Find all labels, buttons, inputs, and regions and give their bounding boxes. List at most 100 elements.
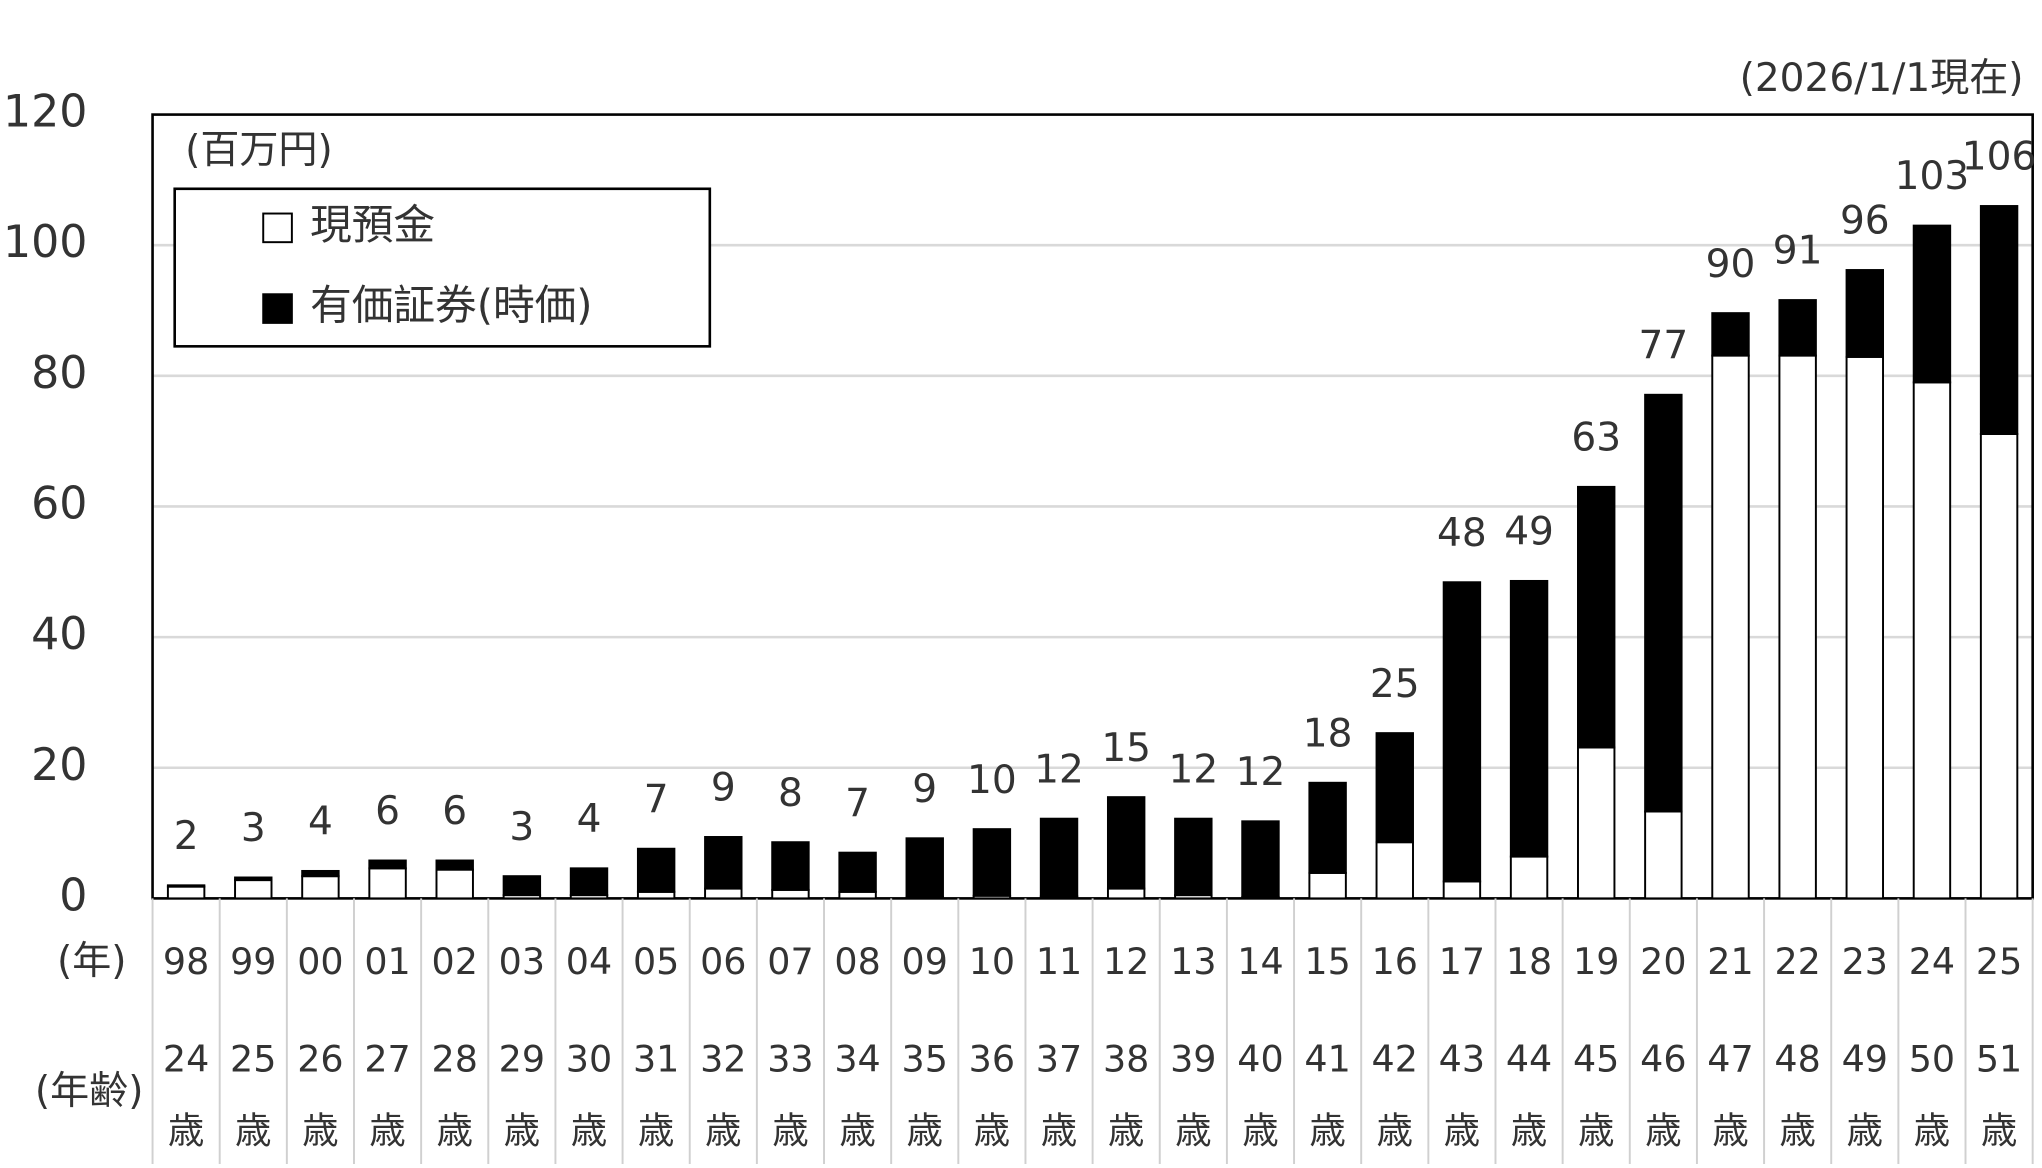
age-cell: 46歳 bbox=[1640, 1038, 1686, 1153]
total-label: 10 bbox=[967, 758, 1017, 803]
age-cell: 38歳 bbox=[1102, 1037, 1150, 1153]
y-tick-label: 60 bbox=[31, 478, 87, 529]
x-tick-label: 24 bbox=[1909, 940, 1955, 983]
age-label: 47歳 bbox=[1707, 1037, 1754, 1153]
age-cell: 37歳 bbox=[1035, 1037, 1083, 1153]
x-tick-label: 13 bbox=[1170, 940, 1216, 983]
bar-segment bbox=[1509, 579, 1549, 858]
total-label: 6 bbox=[442, 789, 467, 834]
age-cell: 33歳 bbox=[767, 1037, 814, 1153]
total-label: 2 bbox=[174, 814, 199, 859]
bar-segment bbox=[771, 841, 810, 891]
age-label: 26歳 bbox=[297, 1037, 344, 1153]
bar-segment bbox=[234, 876, 273, 882]
age-label: 28歳 bbox=[431, 1037, 478, 1153]
x-tick-label: 02 bbox=[432, 940, 478, 983]
total-label: 7 bbox=[845, 781, 870, 826]
total-label: 48 bbox=[1437, 511, 1487, 556]
bar-segment bbox=[1241, 820, 1280, 899]
total-label: 9 bbox=[912, 767, 937, 812]
x-tick-label: 08 bbox=[834, 940, 880, 983]
age-label: 24歳 bbox=[162, 1037, 210, 1153]
age-label: 37歳 bbox=[1035, 1037, 1083, 1153]
age-cell: 31歳 bbox=[633, 1038, 679, 1153]
legend-swatch bbox=[262, 212, 293, 244]
age-cell: 24歳 bbox=[162, 1037, 210, 1153]
age-cell: 45歳 bbox=[1573, 1038, 1619, 1153]
y-tick-label: 100 bbox=[3, 217, 87, 268]
x-tick-label: 19 bbox=[1573, 940, 1619, 983]
x-tick-label: 20 bbox=[1640, 940, 1686, 983]
age-label: 32歳 bbox=[700, 1037, 747, 1153]
bar-segment bbox=[1106, 796, 1146, 890]
age-cell: 35歳 bbox=[902, 1038, 948, 1153]
total-label: 12 bbox=[1034, 747, 1084, 792]
x-tick-label: 03 bbox=[499, 940, 545, 983]
age-cell: 32歳 bbox=[700, 1037, 747, 1153]
bar-segment bbox=[1979, 205, 2019, 435]
y-tick-label: 40 bbox=[31, 609, 87, 660]
bar-segment bbox=[301, 869, 340, 878]
x-tick-label: 18 bbox=[1506, 940, 1552, 983]
bar-segment bbox=[1442, 880, 1482, 900]
x-tick-label: 10 bbox=[969, 940, 1015, 983]
y-tick-label: 80 bbox=[31, 348, 87, 399]
bar-segment bbox=[435, 859, 474, 871]
age-cell: 30歳 bbox=[565, 1037, 613, 1153]
x-tick-label: 09 bbox=[902, 940, 948, 983]
bar-segment bbox=[1845, 269, 1885, 358]
bar-segment bbox=[636, 847, 676, 893]
unit-label: (百万円) bbox=[185, 128, 333, 173]
bar-segment bbox=[771, 888, 810, 900]
bar-segment bbox=[704, 887, 743, 900]
age-cell: 28歳 bbox=[431, 1037, 478, 1153]
x-tick-label: 17 bbox=[1439, 940, 1485, 983]
age-label: 51歳 bbox=[1975, 1037, 2023, 1153]
x-tick-label: 06 bbox=[700, 940, 746, 983]
x-tick-label: 23 bbox=[1842, 940, 1888, 983]
age-cell: 39歳 bbox=[1170, 1038, 1216, 1153]
age-label: 34歳 bbox=[834, 1037, 881, 1153]
age-cell: 26歳 bbox=[297, 1037, 344, 1153]
age-label: 30歳 bbox=[565, 1037, 613, 1153]
bar-segment bbox=[1174, 817, 1213, 897]
age-label: 50歳 bbox=[1908, 1037, 1956, 1153]
total-label: 90 bbox=[1706, 242, 1756, 287]
age-label: 44歳 bbox=[1505, 1037, 1553, 1153]
x-tick-label: 12 bbox=[1103, 940, 1149, 983]
total-label: 9 bbox=[711, 766, 736, 811]
bar-segment bbox=[636, 890, 676, 900]
total-label: 103 bbox=[1895, 154, 1970, 199]
total-label: 3 bbox=[241, 806, 266, 851]
bar-segment bbox=[368, 867, 407, 900]
bar-segment bbox=[1509, 855, 1549, 900]
bar-segment bbox=[435, 868, 474, 900]
legend-swatch bbox=[262, 293, 293, 324]
bar-segment bbox=[1979, 433, 2019, 900]
age-label: 38歳 bbox=[1102, 1037, 1150, 1153]
bar-segment bbox=[1644, 393, 1683, 813]
age-cell: 41歳 bbox=[1304, 1038, 1350, 1153]
bar-segment bbox=[1845, 355, 1885, 900]
x-tick-label: 98 bbox=[163, 940, 209, 983]
total-label: 77 bbox=[1639, 323, 1689, 368]
age-label: 48歳 bbox=[1774, 1037, 1821, 1153]
age-cell: 50歳 bbox=[1908, 1037, 1956, 1153]
x-tick-label: 11 bbox=[1036, 940, 1082, 983]
bar-segment bbox=[704, 836, 743, 890]
total-label: 12 bbox=[1168, 747, 1218, 792]
bar-segment bbox=[1375, 841, 1414, 900]
y-tick-label: 20 bbox=[31, 740, 87, 791]
x-row-label: (年) bbox=[57, 939, 127, 984]
bar-segment bbox=[368, 859, 407, 870]
legend-label: 現預金 bbox=[310, 200, 435, 249]
legend-label: 有価証券(時価) bbox=[310, 281, 592, 330]
age-label: 33歳 bbox=[767, 1037, 814, 1153]
bar-segment bbox=[1442, 581, 1482, 883]
age-cell: 40歳 bbox=[1237, 1038, 1283, 1153]
total-label: 91 bbox=[1773, 229, 1823, 274]
bar-segment bbox=[301, 875, 340, 900]
age-cell: 48歳 bbox=[1774, 1037, 1821, 1153]
total-label: 8 bbox=[778, 771, 803, 816]
bar-segment bbox=[1375, 732, 1414, 844]
